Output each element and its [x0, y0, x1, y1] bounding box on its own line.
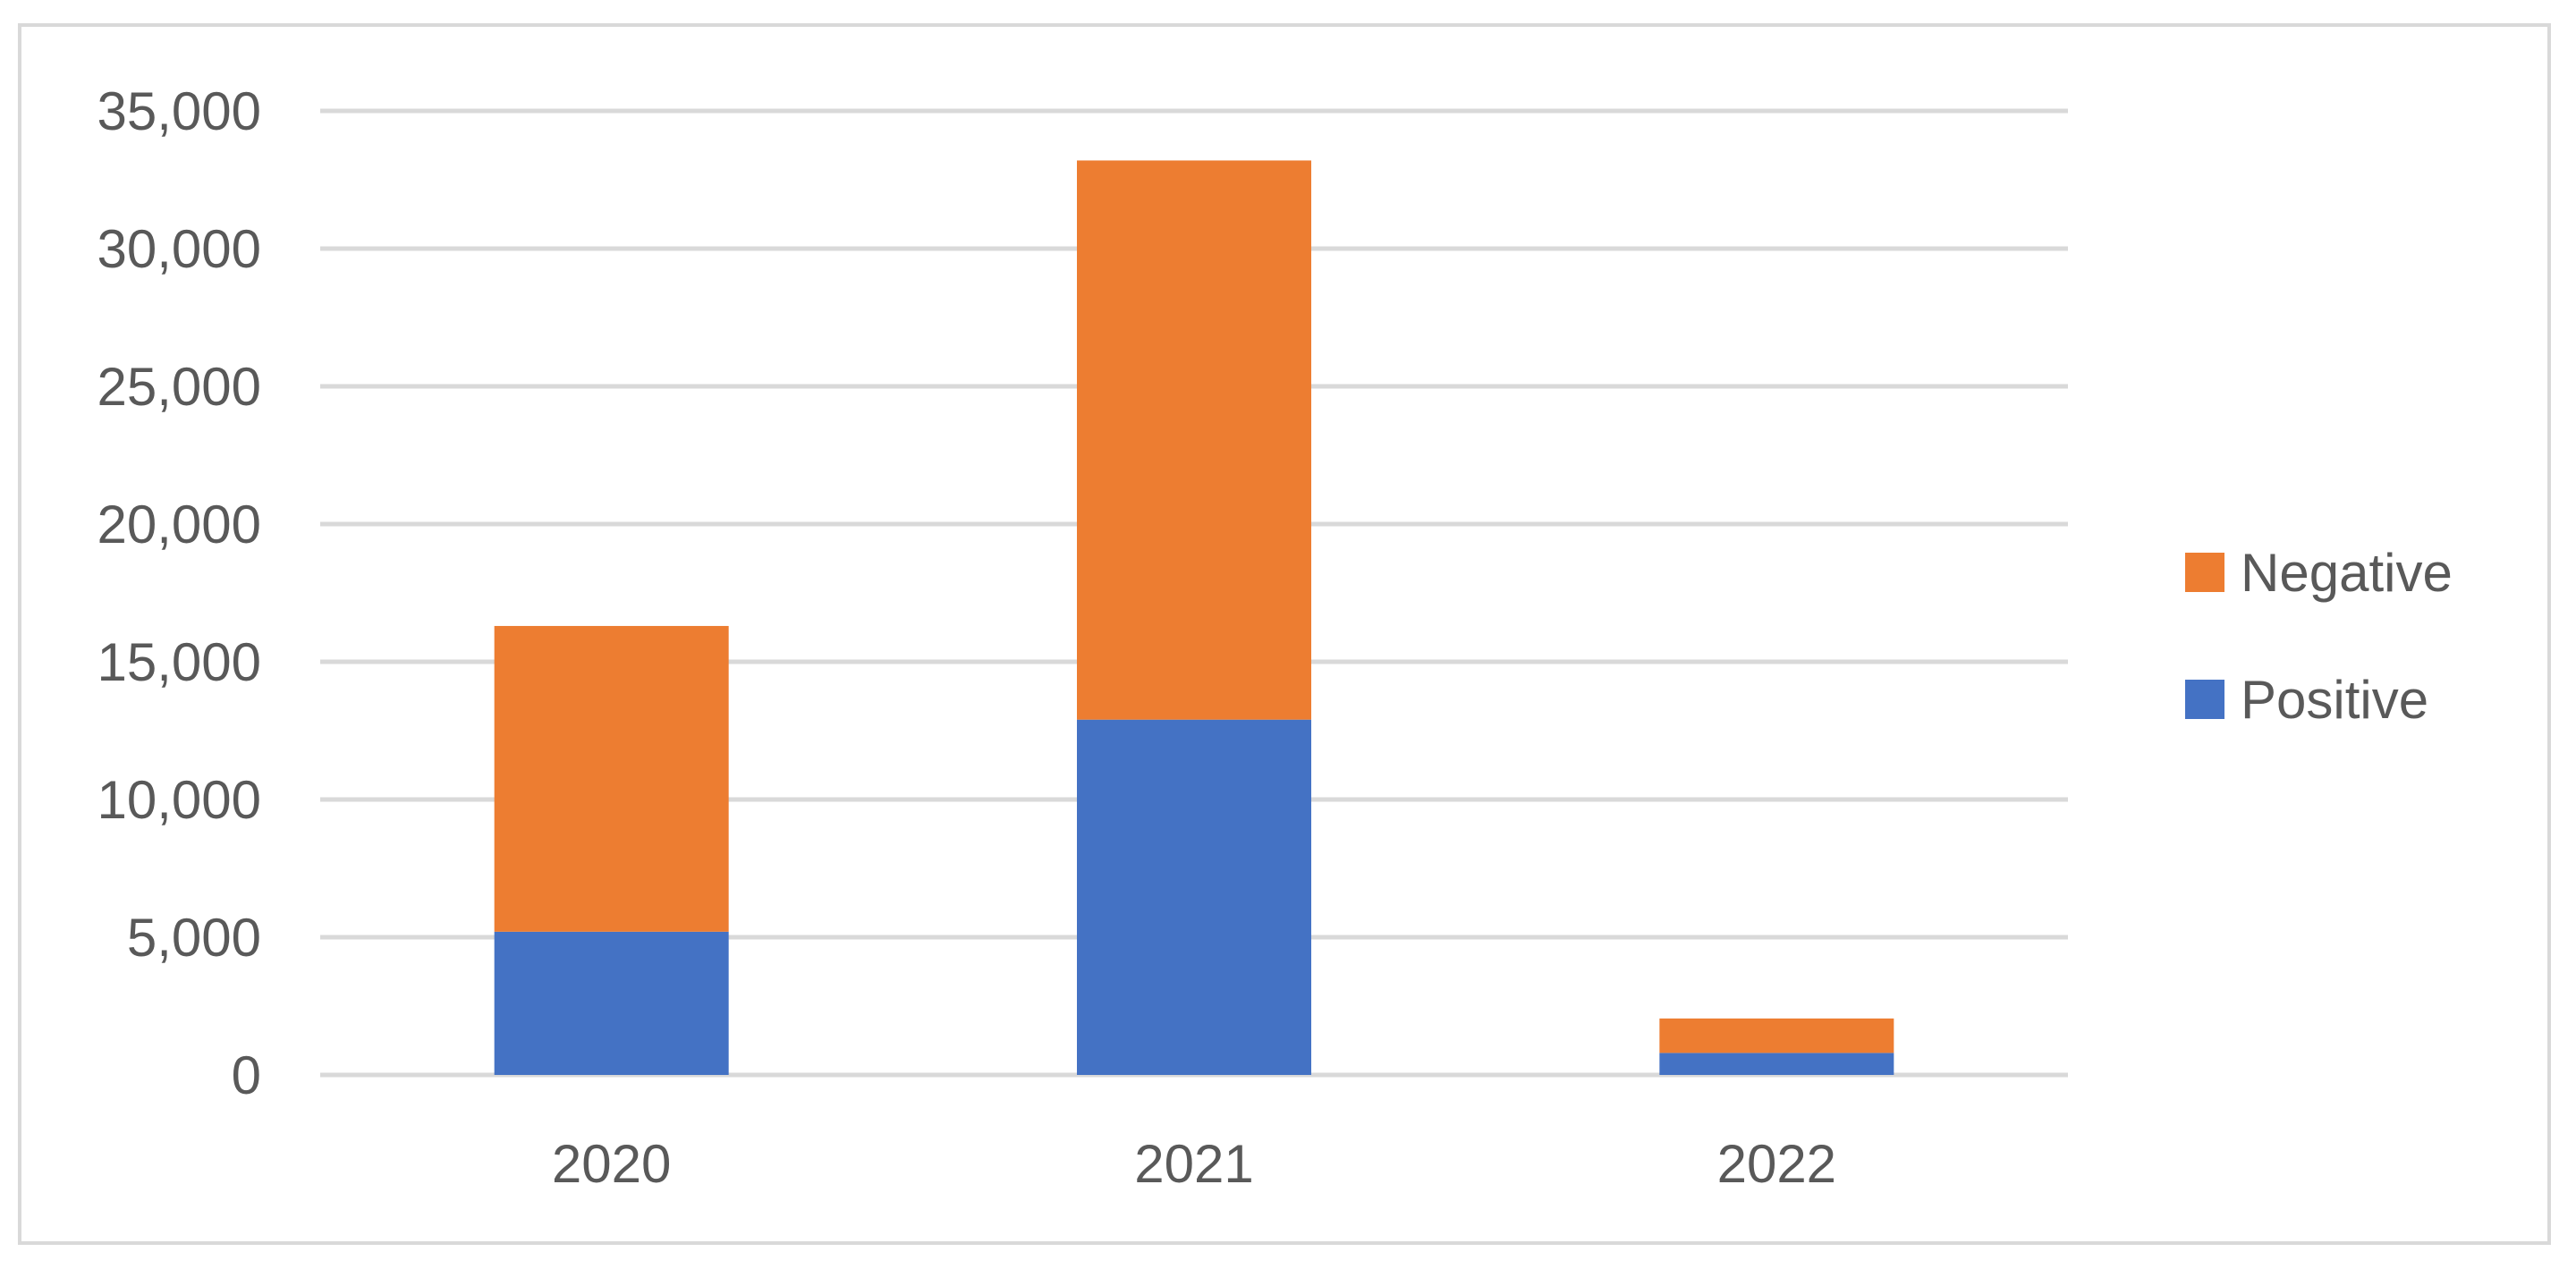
y-axis-tick-labels: 0 5,000 10,000 15,000 20,000 25,000 30,000 35,0…: [97, 81, 261, 1105]
legend-swatch-negative: [2185, 553, 2224, 592]
y-tick-label: 0: [232, 1045, 261, 1105]
x-tick-label: 2021: [1134, 1134, 1253, 1194]
y-tick-label: 5,000: [127, 908, 261, 968]
y-tick-label: 30,000: [97, 219, 261, 279]
y-tick-label: 15,000: [97, 632, 261, 692]
legend-label-negative: Negative: [2241, 543, 2453, 603]
legend: Negative Positive: [2185, 543, 2453, 730]
legend-label-positive: Positive: [2241, 670, 2428, 730]
y-tick-label: 35,000: [97, 81, 261, 141]
bar-positive-2022: [1659, 1053, 1894, 1075]
y-tick-label: 25,000: [97, 357, 261, 417]
bar-negative-2020: [494, 625, 729, 932]
x-tick-label: 2020: [552, 1134, 671, 1194]
bar-negative-2022: [1659, 1018, 1894, 1053]
bar-positive-2021: [1077, 719, 1311, 1075]
bars: [494, 160, 1894, 1075]
bar-negative-2021: [1077, 160, 1311, 720]
x-tick-label: 2022: [1717, 1134, 1836, 1194]
legend-swatch-positive: [2185, 680, 2224, 719]
y-tick-label: 20,000: [97, 495, 261, 554]
y-tick-label: 10,000: [97, 770, 261, 830]
x-axis-tick-labels: 2020 2021 2022: [552, 1134, 1836, 1194]
bar-positive-2020: [494, 931, 729, 1075]
